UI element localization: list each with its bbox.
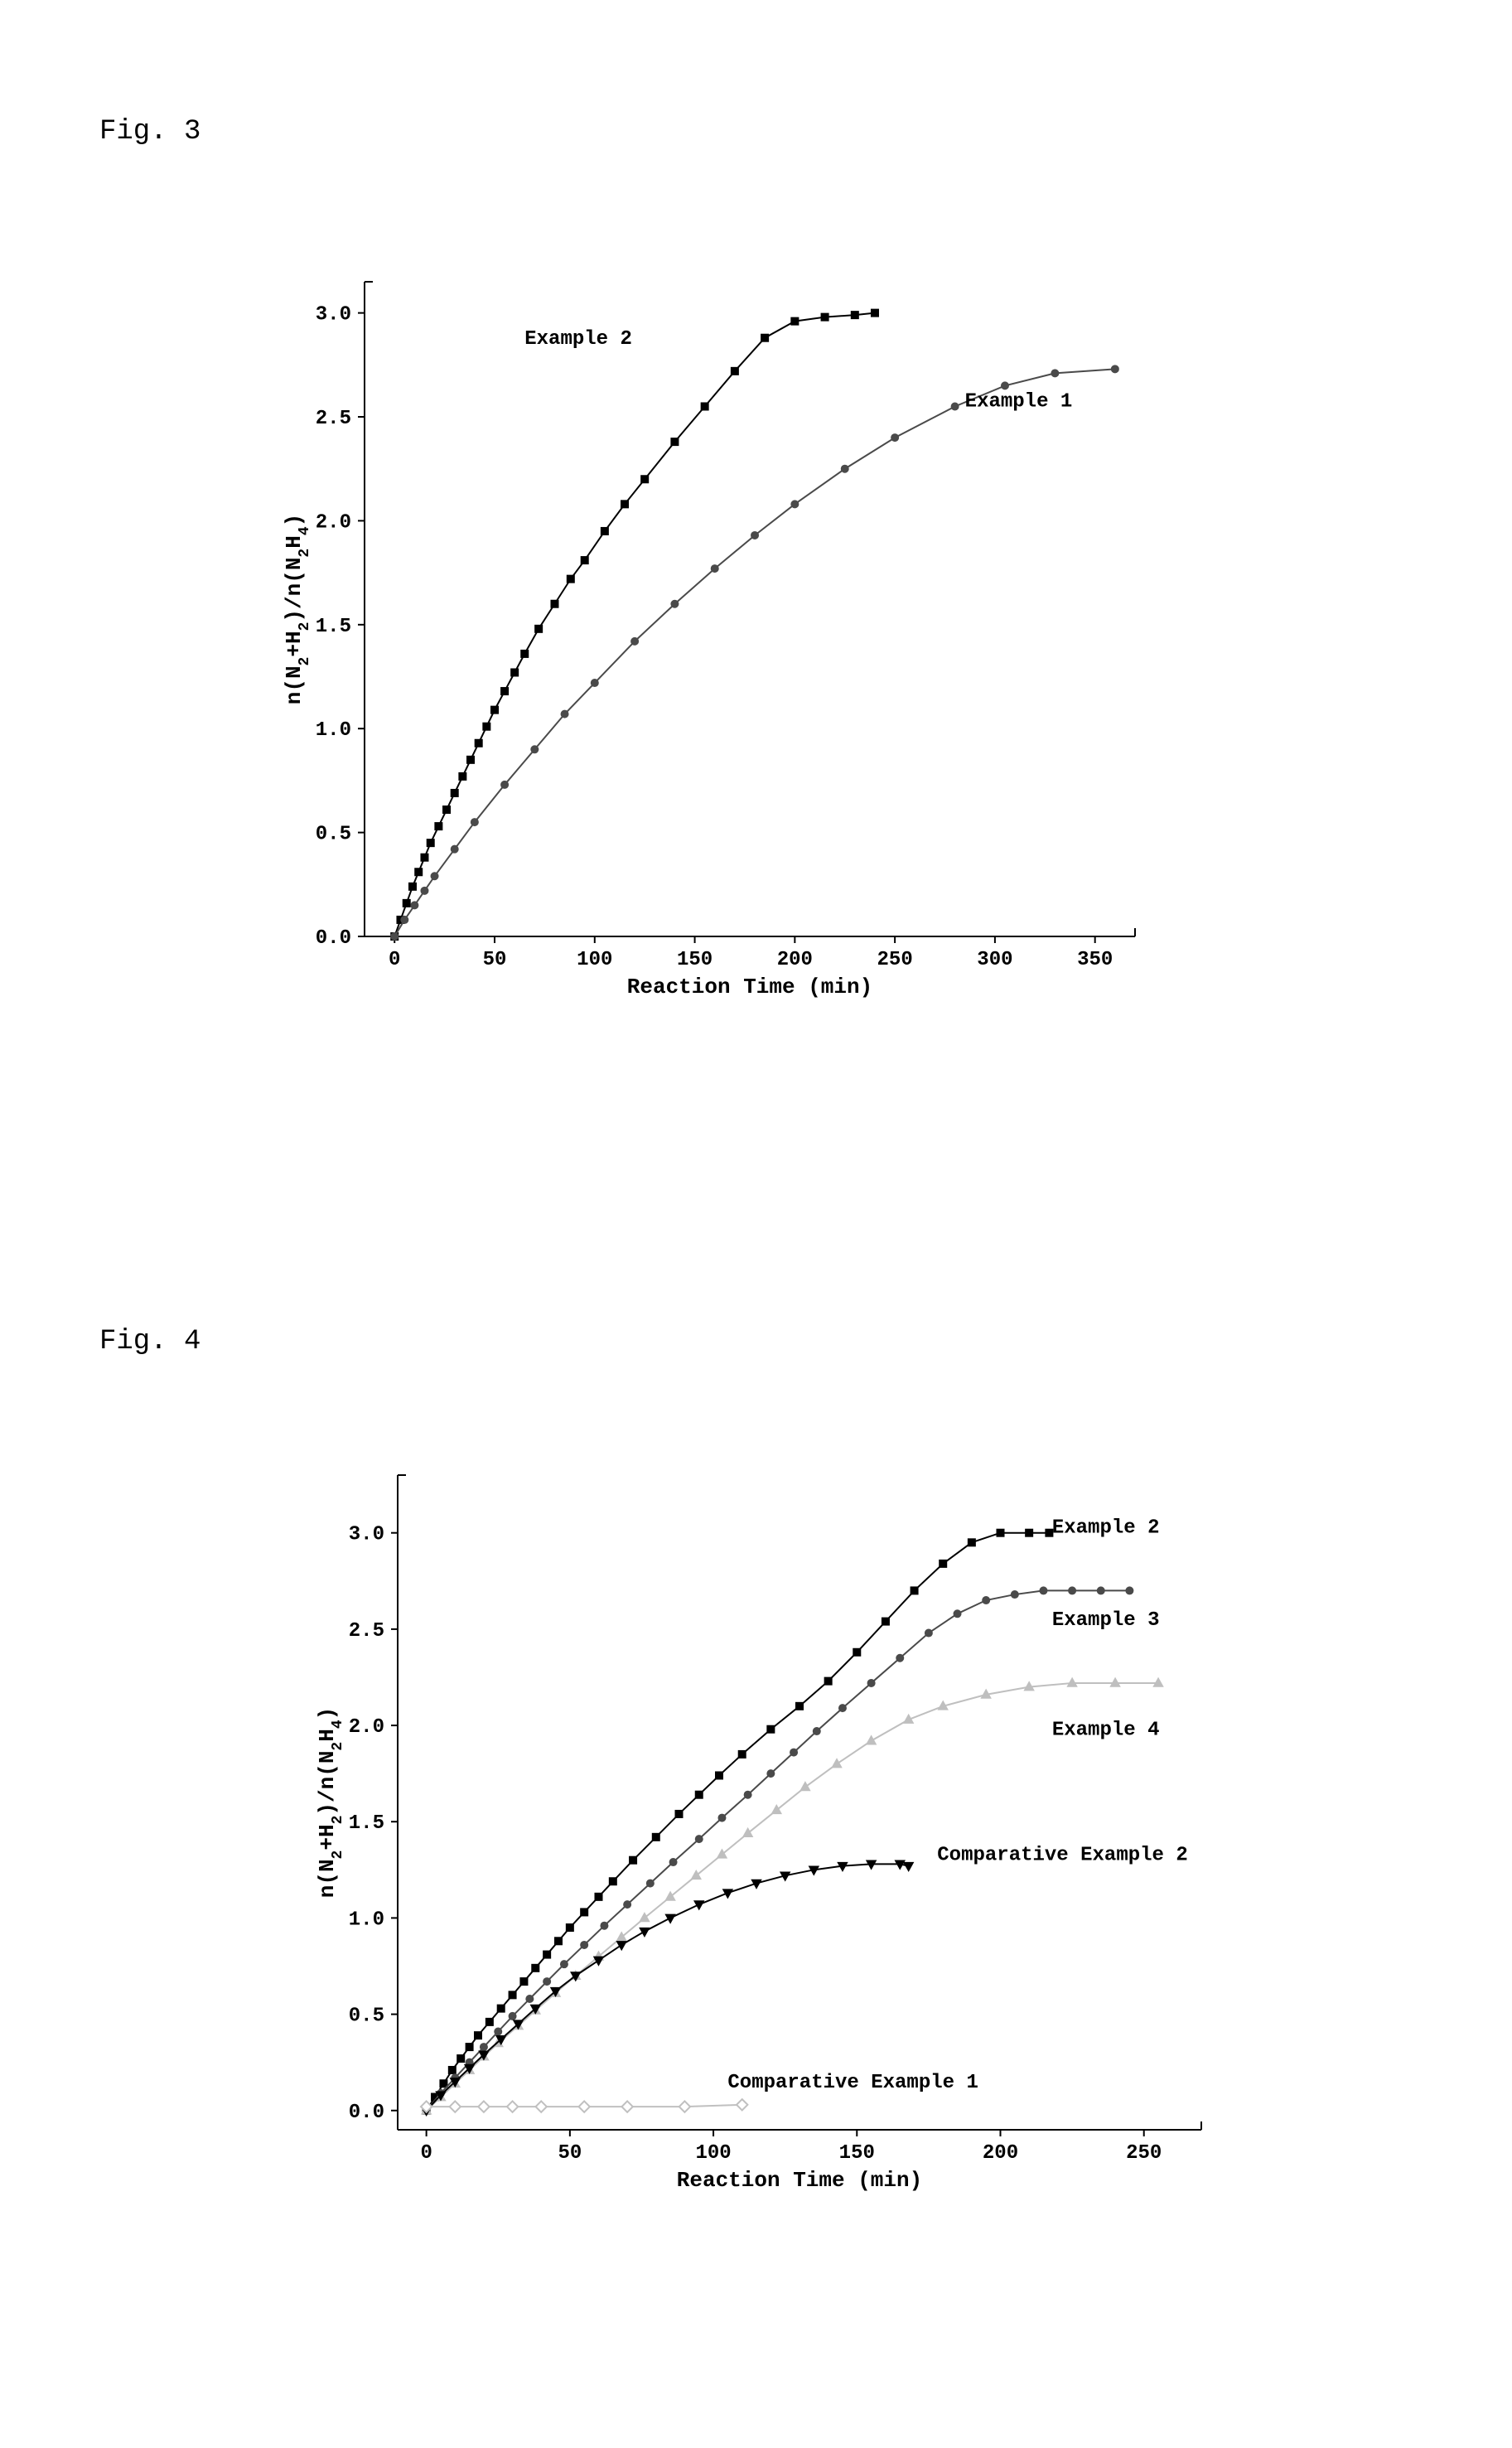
svg-text:0: 0 <box>420 2142 432 2165</box>
svg-text:50: 50 <box>483 949 507 971</box>
svg-text:250: 250 <box>1126 2142 1162 2165</box>
chart-svg: 0 50 100 150 200 250 0.0 0.5 1.0 1.5 2.0 2.5 3.0 Reac… <box>307 1459 1218 2204</box>
svg-text:Example 3: Example 3 <box>1052 1609 1160 1632</box>
svg-text:0.0: 0.0 <box>349 2102 384 2124</box>
svg-text:Example 2: Example 2 <box>524 328 632 351</box>
fig3-label: Fig. 3 <box>99 116 200 148</box>
fig4-label: Fig. 4 <box>99 1326 200 1357</box>
page: Fig. 3 0 50 100 150 200 250 300 350 0.0 0.5 1.0 1.5… <box>0 0 1512 2448</box>
svg-text:1.0: 1.0 <box>349 1909 384 1931</box>
fig4-chart: 0 50 100 150 200 250 0.0 0.5 1.0 1.5 2.0 2.5 3.0 Reac… <box>307 1459 1218 2204</box>
svg-text:1.5: 1.5 <box>316 616 351 638</box>
svg-text:Example 2: Example 2 <box>1052 1517 1160 1540</box>
svg-text:0.5: 0.5 <box>349 2005 384 2028</box>
svg-text:2.0: 2.0 <box>316 511 351 534</box>
svg-text:3.0: 3.0 <box>349 1524 384 1546</box>
svg-text:Comparative Example 1: Comparative Example 1 <box>727 2072 978 2094</box>
svg-text:350: 350 <box>1077 949 1113 971</box>
svg-text:50: 50 <box>558 2142 582 2165</box>
svg-text:200: 200 <box>983 2142 1018 2165</box>
svg-text:300: 300 <box>977 949 1012 971</box>
svg-text:100: 100 <box>577 949 612 971</box>
svg-text:2.5: 2.5 <box>349 1620 384 1642</box>
svg-text:150: 150 <box>677 949 713 971</box>
svg-text:Reaction Time (min): Reaction Time (min) <box>627 975 872 999</box>
fig3-chart: 0 50 100 150 200 250 300 350 0.0 0.5 1.0 1.5 2.0 2.5 3… <box>273 265 1152 1011</box>
svg-text:100: 100 <box>695 2142 731 2165</box>
svg-text:3.0: 3.0 <box>316 304 351 327</box>
svg-text:Reaction Time (min): Reaction Time (min) <box>677 2168 922 2193</box>
svg-text:0.5: 0.5 <box>316 824 351 846</box>
svg-text:n(N2+H2)/n(N2H4): n(N2+H2)/n(N2H4) <box>315 1707 346 1899</box>
svg-text:0: 0 <box>389 949 400 971</box>
chart-svg: 0 50 100 150 200 250 300 350 0.0 0.5 1.0 1.5 2.0 2.5 3… <box>273 265 1152 1011</box>
svg-text:150: 150 <box>839 2142 875 2165</box>
svg-text:250: 250 <box>877 949 913 971</box>
svg-text:1.0: 1.0 <box>316 719 351 742</box>
svg-text:1.5: 1.5 <box>349 1812 384 1835</box>
svg-text:n(N2+H2)/n(N2H4): n(N2+H2)/n(N2H4) <box>282 514 313 705</box>
svg-text:0.0: 0.0 <box>316 927 351 950</box>
svg-text:2.5: 2.5 <box>316 408 351 430</box>
svg-text:2.0: 2.0 <box>349 1716 384 1739</box>
svg-text:Example 1: Example 1 <box>965 390 1073 413</box>
svg-text:200: 200 <box>777 949 813 971</box>
svg-text:Example 4: Example 4 <box>1052 1720 1160 1742</box>
svg-text:Comparative Example 2: Comparative Example 2 <box>937 1845 1187 1867</box>
